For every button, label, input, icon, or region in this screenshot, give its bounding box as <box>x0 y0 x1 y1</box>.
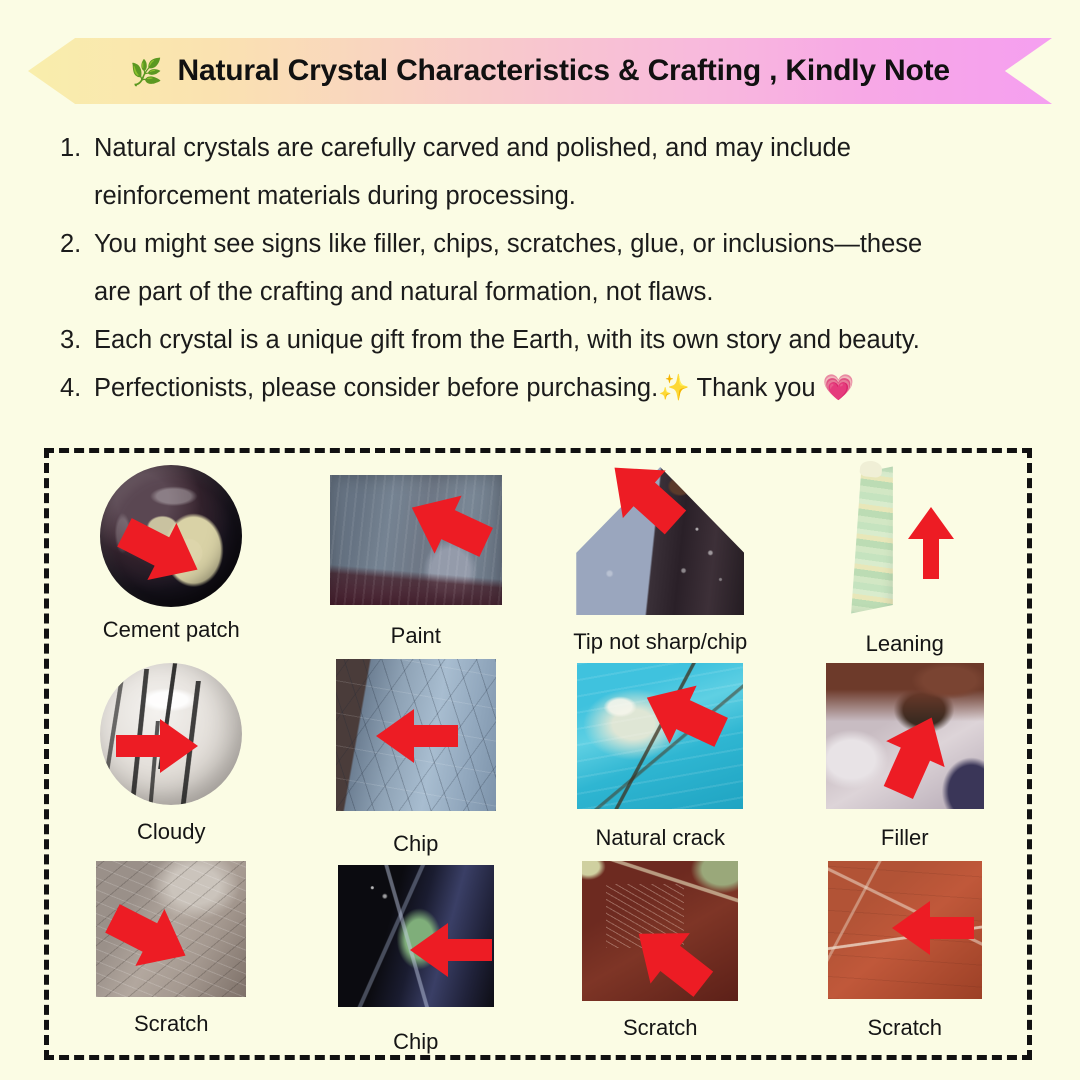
crystal-photo-filler <box>825 663 984 809</box>
crystal-photo-scratch-terracotta <box>827 861 982 999</box>
sphere-highlight <box>100 465 243 607</box>
defect-cell-tip-not-sharp: Tip not sharp/chip <box>538 453 783 657</box>
crystal-photo-pyramid <box>576 467 745 615</box>
crystal-photo-chip-dark <box>337 865 494 1007</box>
defect-caption: Chip <box>393 1029 439 1054</box>
crystal-photo-leaning-tower <box>835 463 908 618</box>
scratch-veins <box>827 861 982 999</box>
defect-cell-chip-1: Chip <box>294 657 539 857</box>
defect-cell-scratch-1: Scratch <box>49 857 294 1055</box>
list-item-number: 1. <box>60 134 82 162</box>
list-item-number: 2. <box>60 230 82 258</box>
list-item: 1. Natural crystals are carefully carved… <box>60 124 1030 220</box>
scratch-lines <box>96 861 247 997</box>
list-item-text: Natural crystals are carefully carved an… <box>94 134 851 210</box>
chip-dark-veins <box>337 865 494 1007</box>
defect-caption: Cement patch <box>102 617 240 642</box>
banner-ribbon: 🌿 Natural Crystal Characteristics & Craf… <box>28 38 1052 104</box>
defect-caption: Cloudy <box>137 819 206 844</box>
crystal-photo-natural-crack <box>577 663 744 809</box>
pyramid-sparkles <box>576 467 745 615</box>
defects-grid: Cement patch Paint <box>49 453 1027 1055</box>
crystal-photo-paint <box>329 475 502 605</box>
scratch-hatching <box>582 861 739 1001</box>
list-item: 3. Each crystal is a unique gift from th… <box>60 316 1030 364</box>
crystal-photo-scratch-red <box>582 861 739 1001</box>
tower-tip-cap <box>858 459 883 479</box>
defect-cell-paint: Paint <box>294 453 539 657</box>
crystal-photo-cloudy <box>100 663 243 805</box>
defect-cell-natural-crack: Natural crack <box>538 657 783 857</box>
defect-cell-scratch-3: Scratch <box>783 857 1028 1055</box>
defect-cell-cement-patch: Cement patch <box>49 453 294 657</box>
list-item-text: Perfectionists, please consider before p… <box>94 374 855 402</box>
defect-cell-cloudy: Cloudy <box>49 657 294 857</box>
header-banner: 🌿 Natural Crystal Characteristics & Craf… <box>28 38 1052 104</box>
page-title: Natural Crystal Characteristics & Crafti… <box>177 54 951 87</box>
filler-dark-corner <box>825 663 984 809</box>
defects-panel: Cement patch Paint <box>44 448 1032 1060</box>
paint-streaks <box>329 475 502 605</box>
defect-cell-scratch-2: Scratch <box>538 857 783 1055</box>
crystal-photo-scratch-grey <box>96 861 247 997</box>
defect-caption: Paint <box>390 623 441 648</box>
defect-caption: Scratch <box>867 1015 943 1040</box>
defect-caption: Filler <box>880 825 929 850</box>
list-item-number: 4. <box>60 374 82 402</box>
list-item: 4. Perfectionists, please consider befor… <box>60 364 1030 412</box>
list-item-text: You might see signs like filler, chips, … <box>94 230 923 306</box>
crystal-photo-chip-blue <box>335 659 496 811</box>
defect-caption: Leaning <box>865 631 944 656</box>
defect-caption: Scratch <box>622 1015 698 1040</box>
chip-fractures <box>335 659 496 811</box>
list-item: 2. You might see signs like filler, chip… <box>60 220 1030 316</box>
cloudy-inclusions <box>100 663 243 805</box>
herb-leaf-icon: 🌿 <box>130 56 163 87</box>
defect-caption: Natural crack <box>595 825 726 850</box>
defect-caption: Scratch <box>133 1011 209 1036</box>
defect-caption: Tip not sharp/chip <box>573 629 748 654</box>
crystal-photo-cement-patch <box>100 465 243 607</box>
defect-cell-filler: Filler <box>783 657 1028 857</box>
notes-list: 1. Natural crystals are carefully carved… <box>60 124 1030 412</box>
crack-lines <box>577 663 744 809</box>
defect-cell-leaning: Leaning <box>783 453 1028 657</box>
list-item-number: 3. <box>60 326 82 354</box>
defect-cell-chip-2: Chip <box>294 857 539 1055</box>
defect-caption: Chip <box>393 831 439 856</box>
list-item-text: Each crystal is a unique gift from the E… <box>94 326 920 354</box>
